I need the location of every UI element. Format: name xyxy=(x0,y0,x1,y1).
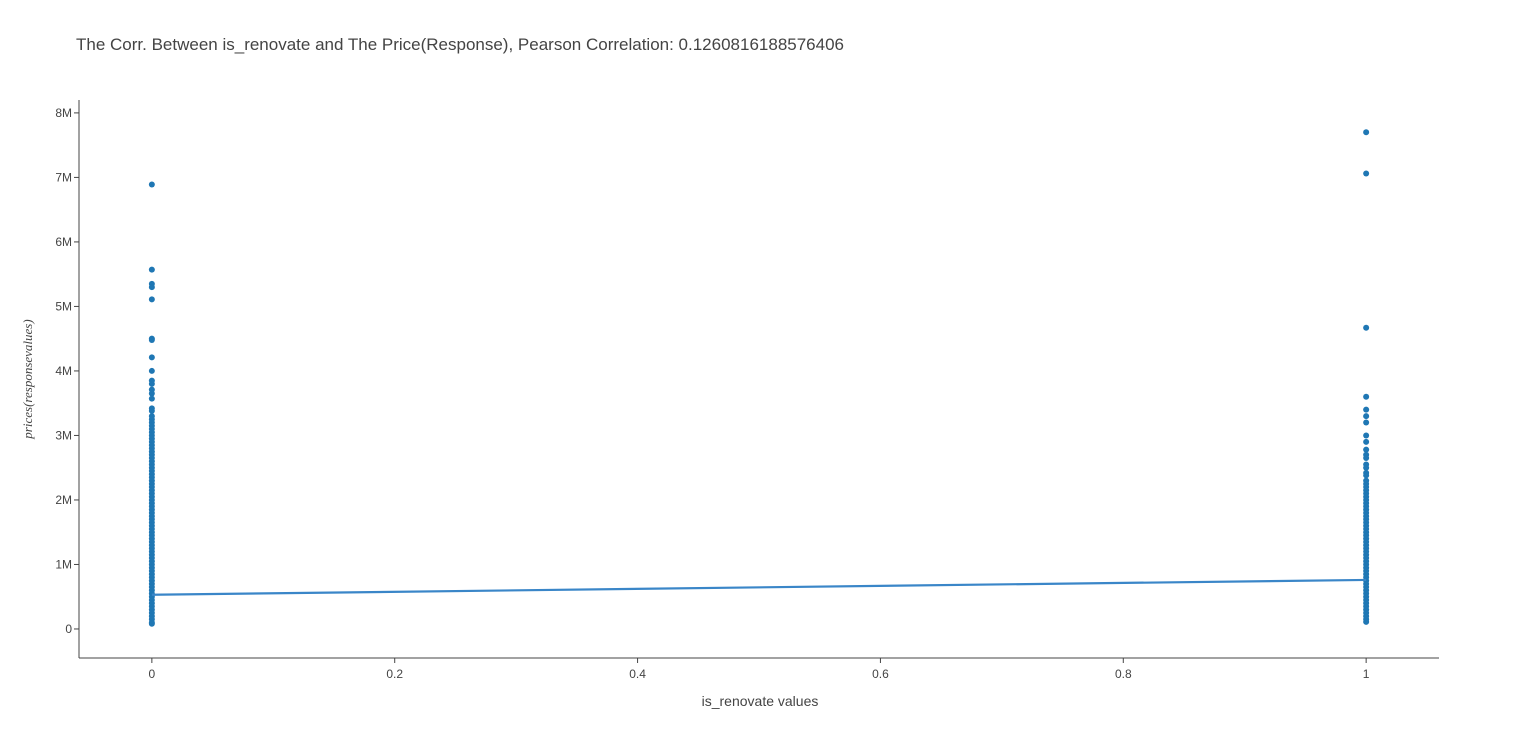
data-point xyxy=(148,407,155,414)
data-point xyxy=(148,390,155,397)
data-point xyxy=(148,296,155,303)
data-point xyxy=(148,395,155,402)
y-tick-label: 4M xyxy=(55,364,72,378)
chart-title: The Corr. Between is_renovate and The Pr… xyxy=(76,35,844,54)
data-point xyxy=(1363,438,1370,445)
data-point xyxy=(148,266,155,273)
data-point xyxy=(1363,618,1370,625)
y-axis-ticks: 0 1M 2M 3M 4M 5M 6M 7M 8M xyxy=(55,106,79,636)
x-tick-label: 0.2 xyxy=(386,667,403,681)
y-tick-label: 6M xyxy=(55,235,72,249)
data-point xyxy=(1363,446,1370,453)
y-tick-label: 2M xyxy=(55,493,72,507)
x-tick-label: 0 xyxy=(149,667,156,681)
data-point xyxy=(1363,129,1370,136)
y-tick-label: 0 xyxy=(65,622,72,636)
x-tick-label: 1 xyxy=(1363,667,1370,681)
data-point xyxy=(148,367,155,374)
data-point xyxy=(1363,170,1370,177)
data-point xyxy=(1363,406,1370,413)
data-point xyxy=(1363,419,1370,426)
data-point xyxy=(148,336,155,343)
y-tick-label: 7M xyxy=(55,170,72,184)
data-point xyxy=(1363,472,1370,479)
y-tick-label: 1M xyxy=(55,557,72,571)
data-point xyxy=(1363,432,1370,439)
x-tick-label: 0.6 xyxy=(872,667,889,681)
data-point xyxy=(148,380,155,387)
data-point xyxy=(1363,393,1370,400)
data-point xyxy=(148,181,155,188)
y-axis-label: prices(responsevalues) xyxy=(20,319,35,439)
x-axis-ticks: 0 0.2 0.4 0.6 0.8 1 xyxy=(149,658,1370,681)
plot-area xyxy=(148,129,1370,627)
trend-line xyxy=(151,578,1367,596)
data-point xyxy=(1363,455,1370,462)
x-tick-label: 0.4 xyxy=(629,667,646,681)
data-point xyxy=(148,284,155,291)
x-axis-label: is_renovate values xyxy=(702,693,819,709)
x-tick-label: 0.8 xyxy=(1115,667,1132,681)
y-tick-label: 8M xyxy=(55,106,72,120)
y-tick-label: 5M xyxy=(55,299,72,313)
data-point xyxy=(148,354,155,361)
y-tick-label: 3M xyxy=(55,428,72,442)
data-point xyxy=(1363,413,1370,420)
data-point xyxy=(148,620,155,627)
data-point xyxy=(1363,464,1370,471)
data-point xyxy=(1363,324,1370,331)
